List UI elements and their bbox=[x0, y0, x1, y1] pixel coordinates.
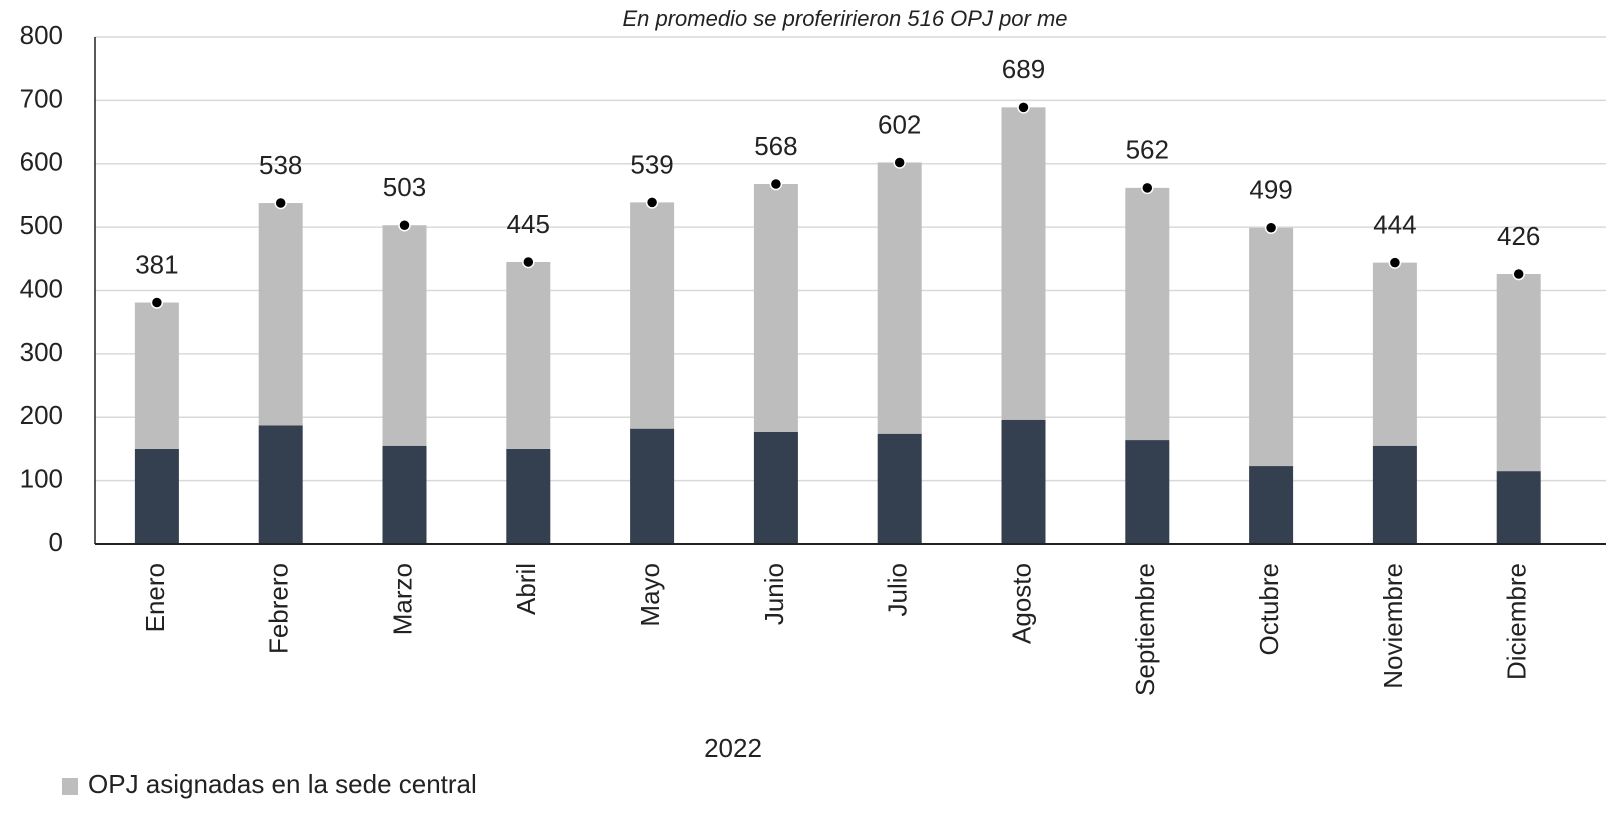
total-label: 499 bbox=[1249, 175, 1292, 205]
x-axis-label: 2022 bbox=[704, 733, 762, 763]
bar-segment bbox=[382, 445, 427, 544]
x-tick-label: Diciembre bbox=[1502, 563, 1532, 680]
total-label: 426 bbox=[1497, 221, 1540, 251]
bar-segment bbox=[1249, 227, 1294, 467]
y-tick-label: 100 bbox=[20, 464, 63, 494]
total-marker bbox=[522, 255, 535, 269]
bar-segment bbox=[134, 448, 179, 544]
total-marker bbox=[150, 296, 164, 309]
x-tick-label: Agosto bbox=[1006, 563, 1036, 644]
bar-segment bbox=[1496, 274, 1541, 472]
total-marker bbox=[893, 156, 906, 169]
bar-segment bbox=[506, 261, 551, 449]
bar-segment bbox=[630, 202, 675, 429]
bar-segment bbox=[1125, 187, 1170, 441]
x-tick-label: Junio bbox=[759, 563, 789, 625]
bar-segment bbox=[382, 225, 427, 446]
total-marker bbox=[1141, 181, 1154, 195]
bar-segment bbox=[1001, 107, 1046, 420]
total-label: 602 bbox=[878, 109, 921, 139]
y-tick-label: 400 bbox=[20, 273, 63, 303]
x-tick-label: Octubre bbox=[1254, 563, 1284, 656]
x-tick-label: Enero bbox=[140, 563, 170, 632]
legend: OPJ asignadas en la sede central bbox=[62, 769, 477, 799]
y-tick-label: 800 bbox=[20, 20, 63, 50]
bar-segment bbox=[506, 448, 551, 544]
bar-segment bbox=[753, 184, 798, 432]
chart-title: En promedio se proferirieron 516 OPJ por… bbox=[622, 6, 1067, 31]
total-marker bbox=[1017, 101, 1030, 114]
total-marker bbox=[398, 218, 411, 232]
y-tick-label: 700 bbox=[20, 83, 63, 113]
bar-segment bbox=[1125, 440, 1170, 544]
bar-segment bbox=[877, 433, 922, 544]
total-marker bbox=[645, 196, 659, 209]
bar-segment bbox=[1372, 445, 1417, 544]
total-marker bbox=[1512, 267, 1525, 281]
x-tick-label: Noviembre bbox=[1378, 563, 1408, 689]
x-tick-label: Abril bbox=[511, 563, 541, 615]
y-tick-label: 0 bbox=[49, 527, 63, 557]
total-label: 562 bbox=[1126, 135, 1169, 165]
x-tick-label: Febrero bbox=[264, 563, 294, 654]
total-marker bbox=[274, 196, 287, 210]
bar-segment bbox=[1001, 419, 1046, 544]
y-tick-label: 300 bbox=[20, 337, 63, 367]
total-label: 444 bbox=[1373, 209, 1416, 239]
bar-segment bbox=[1249, 466, 1294, 544]
bar-segment bbox=[258, 425, 303, 544]
legend-label: OPJ asignadas en la sede central bbox=[88, 769, 477, 799]
legend-swatch bbox=[62, 778, 78, 795]
bar-segment bbox=[877, 162, 922, 434]
total-label: 689 bbox=[1002, 54, 1045, 84]
bar-segment bbox=[1496, 471, 1541, 544]
bar-segment bbox=[134, 302, 179, 449]
y-tick-label: 200 bbox=[20, 400, 63, 430]
bar-segment bbox=[630, 428, 675, 544]
x-tick-label: Mayo bbox=[635, 563, 665, 627]
x-tick-label: Septiembre bbox=[1130, 563, 1160, 696]
x-tick-label: Julio bbox=[883, 563, 913, 616]
total-label: 568 bbox=[754, 131, 797, 161]
total-label: 503 bbox=[383, 172, 426, 202]
total-label: 539 bbox=[630, 149, 673, 179]
total-marker bbox=[1388, 256, 1402, 269]
total-label: 445 bbox=[507, 209, 550, 239]
y-tick-label: 500 bbox=[20, 210, 63, 240]
y-tick-label: 600 bbox=[20, 147, 63, 177]
bar-segment bbox=[1372, 262, 1417, 446]
total-label: 538 bbox=[259, 150, 302, 180]
bar-segment bbox=[753, 431, 798, 544]
total-label: 381 bbox=[135, 249, 178, 279]
bar-segment bbox=[258, 203, 303, 426]
x-tick-label: Marzo bbox=[387, 563, 417, 635]
total-marker bbox=[1264, 221, 1278, 235]
total-marker bbox=[769, 177, 783, 191]
